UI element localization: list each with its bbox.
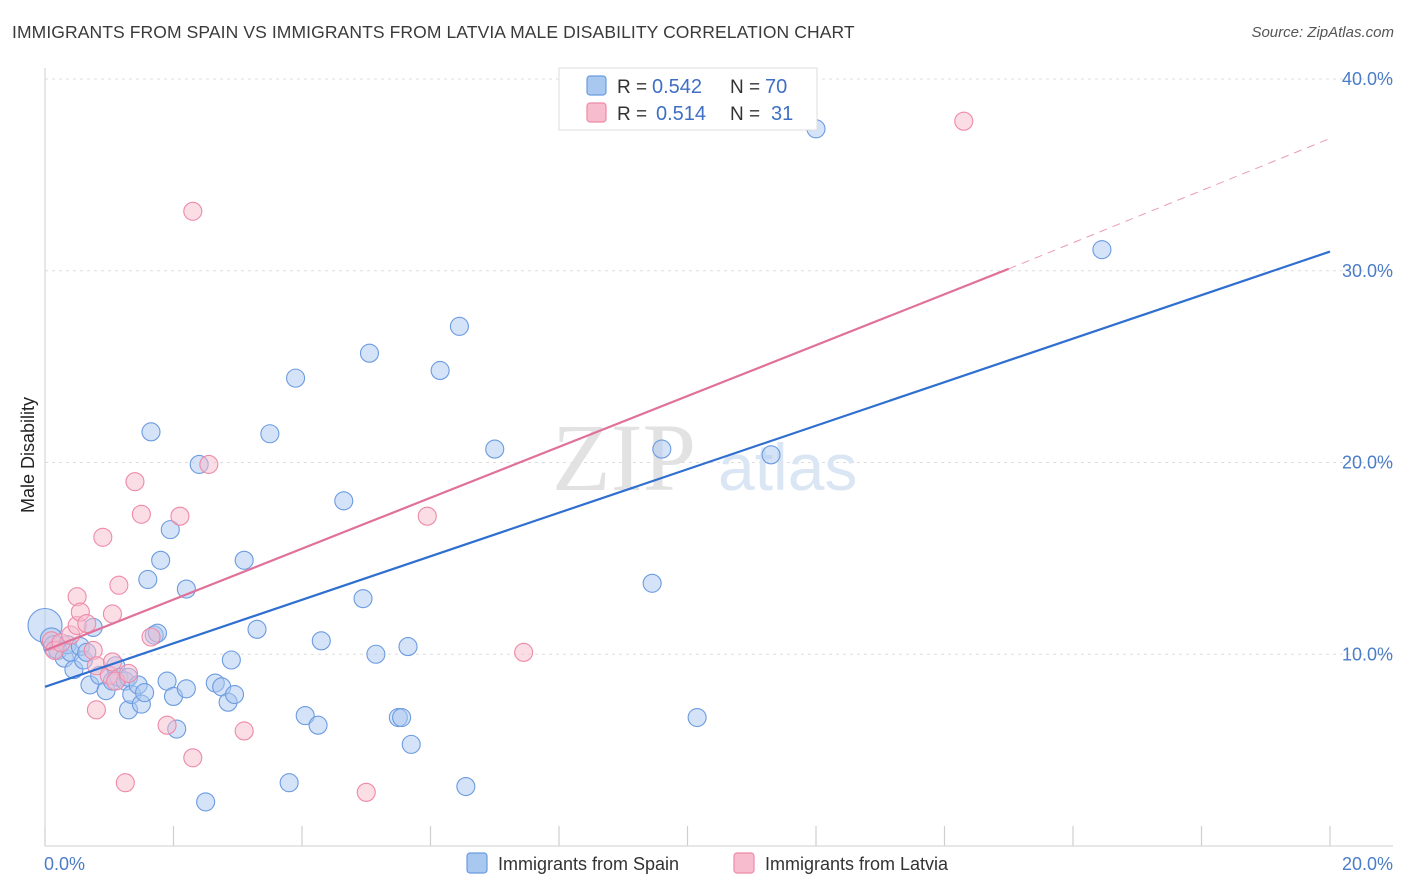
spain-point <box>160 520 180 540</box>
latvia-point <box>157 715 177 735</box>
latvia-point <box>954 111 974 131</box>
spain-point <box>687 707 707 728</box>
spain-point <box>449 316 469 336</box>
legend-r-value-spain: 0.542 <box>652 76 702 98</box>
latvia-point <box>131 504 151 524</box>
spain-point <box>308 715 328 735</box>
y-tick-label: 20.0% <box>1342 453 1393 473</box>
latvia-point <box>183 748 203 768</box>
trend-layer <box>44 137 1331 688</box>
latvia-point <box>125 472 145 492</box>
latvia-point <box>170 506 190 526</box>
spain-point <box>151 550 171 570</box>
spain-point <box>247 619 267 639</box>
x-tick-label-min: 0.0% <box>44 854 85 874</box>
spain-point <box>642 573 662 593</box>
latvia-point <box>77 614 97 634</box>
watermark: ZIP atlas <box>552 404 857 511</box>
spain-point <box>353 589 373 609</box>
y-tick-label: 30.0% <box>1342 261 1393 281</box>
spain-point <box>196 792 216 812</box>
latvia-point <box>183 201 203 221</box>
latvia-point <box>109 575 129 595</box>
correlation-legend: R = 0.542 N = 70 R = 0.514 N = 31 <box>558 67 818 131</box>
spain-point <box>279 773 299 793</box>
latvia-point <box>199 454 219 474</box>
legend-n-value-spain: 70 <box>765 76 787 98</box>
spain-point <box>401 734 421 754</box>
legend-n-label-spain: N = <box>730 77 760 98</box>
latvia-point <box>118 663 139 683</box>
spain-point <box>224 684 245 705</box>
watermark-atlas: atlas <box>718 430 857 504</box>
spain-point <box>430 360 450 381</box>
spain-point <box>761 445 781 465</box>
latvia-point <box>514 642 534 662</box>
series-legend-swatch-spain <box>466 852 488 874</box>
legend-swatch-spain <box>586 75 607 96</box>
axis-layer: 10.0% 20.0% 30.0% 40.0% 0.0% 20.0% <box>44 68 1393 874</box>
spain-point <box>392 707 412 728</box>
x-tick-label-max: 20.0% <box>1342 854 1393 874</box>
spain-point <box>234 550 254 570</box>
spain-point <box>141 422 161 442</box>
spain-point <box>366 644 386 664</box>
legend-r-label-spain: R = <box>617 77 647 98</box>
spain-point <box>456 777 476 797</box>
y-axis-label: Male Disability <box>18 397 38 513</box>
latvia-trend-extension <box>1008 137 1331 270</box>
series-legend-label-latvia: Immigrants from Latvia <box>765 854 949 874</box>
legend-r-label-latvia: R = <box>617 104 647 125</box>
y-tick-label: 40.0% <box>1342 69 1393 89</box>
spain-point <box>295 706 315 726</box>
spain-trend-line <box>44 250 1331 688</box>
source-label: Source: ZipAtlas.com <box>1251 24 1394 41</box>
spain-point <box>485 439 505 459</box>
legend-r-value-latvia: 0.514 <box>656 103 706 125</box>
points-layer <box>27 111 1112 812</box>
spain-point <box>286 368 306 388</box>
series-legend-label-spain: Immigrants from Spain <box>498 854 679 874</box>
spain-point <box>652 439 672 459</box>
spain-point <box>176 679 196 699</box>
series-legend-swatch-latvia <box>733 852 755 874</box>
spain-point <box>221 650 241 670</box>
spain-point <box>138 569 158 590</box>
latvia-point <box>93 527 113 547</box>
spain-point <box>135 683 155 703</box>
spain-point <box>359 343 380 363</box>
chart-title: IMMIGRANTS FROM SPAIN VS IMMIGRANTS FROM… <box>12 22 855 42</box>
latvia-point <box>115 773 135 793</box>
spain-point <box>1092 240 1112 260</box>
spain-point <box>311 631 331 651</box>
latvia-point <box>234 721 254 741</box>
spain-point <box>260 424 280 444</box>
latvia-trend-line <box>44 267 1010 652</box>
legend-n-label-latvia: N = <box>730 104 760 125</box>
latvia-point <box>83 640 103 660</box>
spain-point <box>334 491 354 511</box>
spain-point <box>398 637 418 657</box>
latvia-point <box>67 587 87 607</box>
legend-n-value-latvia: 31 <box>771 103 793 125</box>
latvia-point <box>417 506 437 526</box>
y-tick-label: 10.0% <box>1342 644 1393 664</box>
series-legend: Immigrants from Spain Immigrants from La… <box>466 852 949 874</box>
latvia-point <box>86 700 106 720</box>
latvia-point <box>356 782 376 802</box>
legend-swatch-latvia <box>586 102 607 123</box>
latvia-point <box>141 627 161 647</box>
